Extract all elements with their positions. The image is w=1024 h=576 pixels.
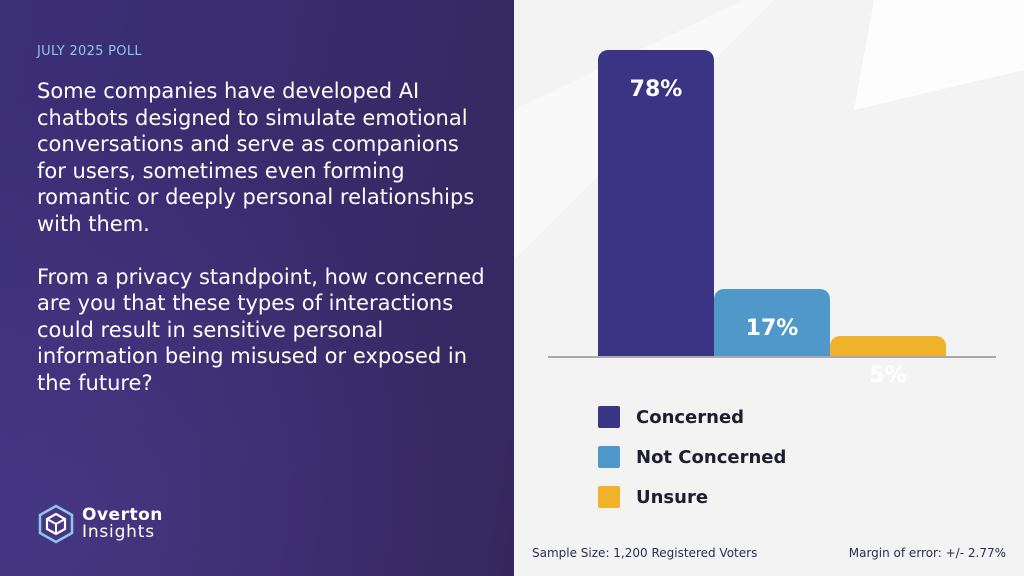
chart-baseline: [548, 356, 996, 358]
legend-swatch-concerned: [598, 406, 620, 428]
sample-size-note: Sample Size: 1,200 Registered Voters: [532, 546, 758, 560]
legend-swatch-not-concerned: [598, 446, 620, 468]
hexagon-cube-icon: [38, 504, 74, 544]
question-paragraph-2: From a privacy standpoint, how concerned…: [37, 264, 485, 395]
legend-label-concerned: Concerned: [636, 406, 745, 428]
brand-name-line2: Insights: [82, 522, 155, 542]
legend-label-not-concerned: Not Concerned: [636, 446, 787, 468]
bar-value-label-concerned: 78%: [629, 77, 683, 102]
brand-name-line1: Overton: [82, 505, 163, 525]
bar-concerned: [598, 50, 714, 356]
legend-item-concerned: Concerned: [598, 397, 786, 437]
margin-of-error-note: Margin of error: +/- 2.77%: [848, 546, 1006, 560]
legend-item-not-concerned: Not Concerned: [598, 437, 786, 477]
bar-unsure: [830, 336, 946, 356]
chart-legend: Concerned Not Concerned Unsure: [598, 397, 786, 517]
bar-value-label-unsure: 5%: [869, 363, 907, 388]
question-panel: JULY 2025 POLL Some companies have devel…: [0, 0, 514, 576]
legend-swatch-unsure: [598, 486, 620, 508]
legend-label-unsure: Unsure: [636, 486, 709, 508]
poll-date-label: JULY 2025 POLL: [37, 44, 142, 59]
brand-logo: Overton Insights: [36, 504, 163, 544]
legend-item-unsure: Unsure: [598, 477, 786, 517]
poll-question: Some companies have developed AI chatbot…: [37, 78, 487, 396]
bar-value-label-not-concerned: 17%: [745, 316, 799, 341]
question-paragraph-1: Some companies have developed AI chatbot…: [37, 79, 475, 236]
brand-wordmark: Overton Insights: [82, 507, 163, 541]
results-panel: 78% 17% 5% Concerned Not Concerned Unsure …: [514, 0, 1024, 576]
bar-chart: 78% 17% 5%: [514, 0, 1024, 400]
bar-not-concerned: [714, 289, 830, 356]
